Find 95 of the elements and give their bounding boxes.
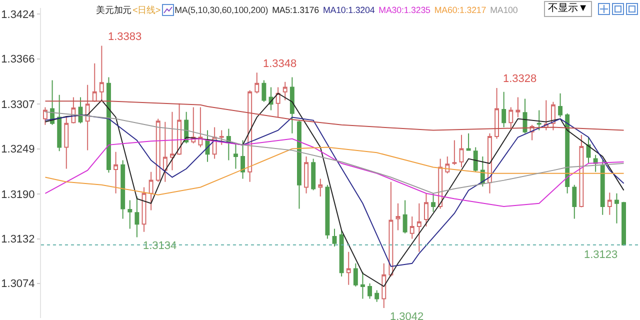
- line-series: [44, 146, 624, 196]
- candlestick: [416, 202, 422, 252]
- candlestick: [325, 184, 330, 240]
- y-tick-label: 1.3190: [1, 189, 35, 201]
- candlestick: [396, 202, 400, 231]
- candlestick: [600, 160, 605, 216]
- candlestick: [410, 216, 414, 240]
- annotation: 1.3348: [263, 58, 297, 70]
- candlestick: [162, 121, 168, 182]
- y-tick-label: 1.3424: [1, 9, 35, 21]
- candlestick: [353, 262, 358, 287]
- text: MA30:1.3235: [378, 5, 430, 15]
- y-tick-label: 1.3307: [1, 99, 35, 111]
- candlestick: [276, 86, 280, 118]
- candlestick: [445, 156, 450, 174]
- candlestick: [572, 184, 577, 220]
- candlestick: [402, 200, 408, 234]
- line-series: [44, 114, 624, 267]
- candlestick: [99, 45, 104, 102]
- candlestick: [550, 101, 556, 131]
- candlestick: [332, 228, 337, 247]
- candlestick: [85, 84, 90, 151]
- candlestick: [142, 186, 146, 232]
- annotation: 1.3328: [503, 73, 537, 85]
- candlestick: [106, 76, 111, 174]
- candlestick: [240, 140, 246, 180]
- candlestick: [508, 106, 514, 130]
- candlestick: [177, 102, 182, 156]
- candlestick: [536, 110, 542, 131]
- candlestick: [339, 230, 344, 277]
- candlestick: [262, 80, 266, 102]
- candlestick: [452, 140, 457, 166]
- candlestick: [219, 130, 224, 146]
- candlestick: [92, 62, 97, 102]
- line-series: [44, 111, 624, 194]
- line-series: [44, 100, 624, 131]
- candlestick: [128, 200, 132, 230]
- candlestick: [473, 146, 478, 172]
- line-series: [44, 138, 624, 207]
- candlestick: [614, 192, 619, 224]
- candlestick: [311, 158, 316, 191]
- y-tick-label: 1.3366: [1, 54, 35, 66]
- y-tick-label: 1.3249: [1, 144, 35, 156]
- candlestick: [368, 282, 372, 300]
- candlestick: [134, 196, 140, 238]
- candlestick: [282, 81, 288, 101]
- annotation: 1.3042: [390, 311, 424, 320]
- text: MA10:1.3204: [322, 5, 375, 15]
- candlestick: [622, 201, 626, 246]
- chart-title: 美元加元: [96, 4, 132, 16]
- candlestick: [114, 151, 118, 194]
- candlestick: [487, 132, 492, 194]
- candlestick: [466, 132, 471, 151]
- candlestick: [120, 160, 126, 220]
- annotation: 1.3383: [108, 31, 142, 43]
- candlestick: [248, 90, 252, 182]
- candlestick: [254, 72, 260, 94]
- candlestick: [424, 192, 428, 227]
- candlestick: [516, 96, 520, 118]
- candlestick: [558, 92, 562, 118]
- candlestick: [360, 271, 365, 300]
- text: MA5:1.3176: [272, 5, 319, 15]
- text: MA100: [490, 5, 518, 15]
- candlestick: [382, 262, 386, 308]
- candlestick: [502, 91, 506, 128]
- candlestick: [198, 106, 203, 148]
- text: MA60:1.3217: [434, 5, 486, 15]
- candlestick: [318, 178, 323, 197]
- candlestick: [156, 118, 160, 182]
- candlestick: [226, 128, 231, 161]
- candlestick: [494, 88, 499, 140]
- y-tick-label: 1.3074: [1, 278, 35, 290]
- candlestick: [57, 94, 62, 152]
- candlestick: [148, 171, 154, 211]
- candlestick: [234, 142, 238, 170]
- y-tick-label: 1.3132: [1, 234, 35, 246]
- candlestick: [388, 181, 394, 277]
- candlestick: [43, 106, 48, 126]
- candlestick: [304, 156, 309, 194]
- candlestick: [607, 192, 612, 216]
- candlestick: [346, 251, 351, 286]
- candlestick: [459, 134, 464, 168]
- candlestick: [374, 290, 380, 302]
- annotation: 不显示▼: [544, 1, 592, 17]
- annotation: 1.3123: [584, 249, 618, 261]
- candlestick: [64, 116, 69, 170]
- candlestick: [579, 134, 584, 208]
- annotation: 1.3134: [143, 240, 177, 252]
- legend-title: MA(5,10,30,60,100,200): [174, 5, 268, 15]
- chart-subtitle: <日线>: [132, 4, 161, 16]
- candlestick: [290, 76, 294, 134]
- candlestick: [170, 111, 174, 171]
- line-series: [44, 92, 624, 287]
- candlestick: [431, 192, 436, 212]
- candlestick: [297, 120, 302, 210]
